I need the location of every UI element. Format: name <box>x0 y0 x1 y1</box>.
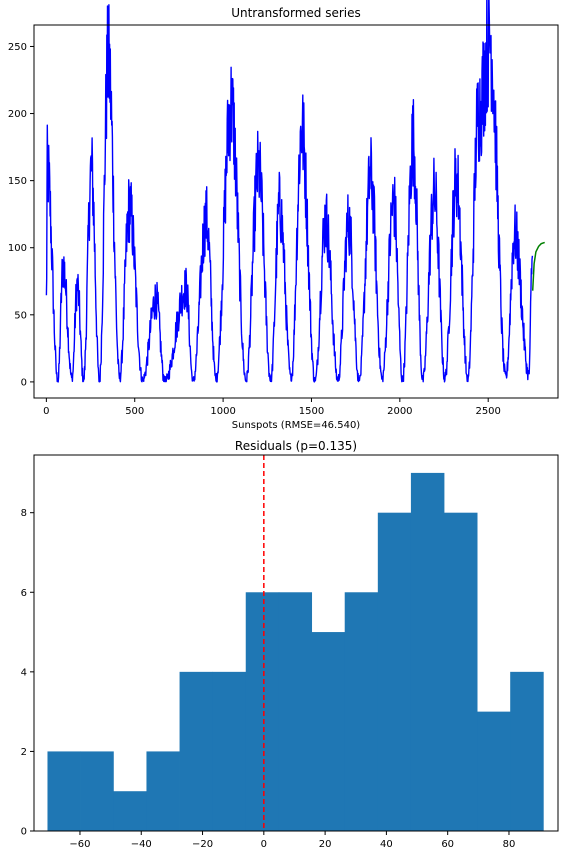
line-chart-frame <box>33 24 559 399</box>
y-tick-label: 100 <box>8 243 27 254</box>
line-chart-x-ticks: 0 500 1000 1500 2000 2500 <box>43 398 501 417</box>
y-tick-label: 8 <box>21 508 27 519</box>
y-tick-label: 150 <box>8 176 27 187</box>
y-tick-label: 0 <box>21 377 27 388</box>
histogram-chart: Residuals (p=0.135) −60 −40 −20 0 20 40 60 80 0… <box>21 439 559 850</box>
line-chart-title: Untransformed series <box>231 6 361 20</box>
x-tick-label: 500 <box>125 406 144 417</box>
histogram-bar <box>245 592 280 831</box>
line-chart-y-ticks: 0 50 100 150 200 250 <box>8 42 34 388</box>
histogram-bar <box>278 592 313 831</box>
x-tick-label: −20 <box>192 839 213 850</box>
forecast-series-line <box>531 241 545 291</box>
histogram-bar <box>146 751 180 831</box>
histogram-y-ticks: 0 2 4 6 8 <box>21 508 34 838</box>
y-tick-label: 250 <box>8 42 27 53</box>
y-tick-label: 6 <box>21 588 27 599</box>
line-chart: Untransformed series 0 500 1000 1500 2000 250… <box>8 0 559 431</box>
line-chart-x-label: Sunspots (RMSE=46.540) <box>232 420 361 431</box>
y-tick-label: 0 <box>21 827 27 838</box>
line-chart-plot-area <box>45 0 545 383</box>
y-tick-label: 50 <box>14 310 27 321</box>
histogram-bar <box>212 671 247 831</box>
histogram-bar <box>344 592 379 831</box>
observed-series-line <box>45 0 534 383</box>
x-tick-label: 80 <box>503 839 516 850</box>
histogram-bar <box>47 751 81 831</box>
y-tick-label: 2 <box>21 747 27 758</box>
histogram-bar <box>80 751 114 831</box>
histogram-plot-area <box>47 455 544 831</box>
x-tick-label: 1500 <box>299 406 324 417</box>
x-tick-label: 1000 <box>210 406 235 417</box>
x-tick-label: 0 <box>43 406 49 417</box>
histogram-bar <box>510 671 544 831</box>
histogram-bar <box>444 512 478 831</box>
histogram-bar <box>311 632 346 831</box>
x-tick-label: 20 <box>319 839 332 850</box>
x-tick-label: −60 <box>69 839 90 850</box>
y-tick-label: 4 <box>21 667 27 678</box>
histogram-frame <box>33 454 559 832</box>
histogram-bar <box>179 671 214 831</box>
histogram-bar <box>477 711 511 831</box>
x-tick-label: 0 <box>261 839 267 850</box>
x-tick-label: 40 <box>380 839 393 850</box>
histogram-bar <box>113 791 147 831</box>
histogram-x-ticks: −60 −40 −20 0 20 40 60 80 <box>69 831 515 850</box>
y-tick-label: 200 <box>8 109 27 120</box>
histogram-title: Residuals (p=0.135) <box>235 439 357 453</box>
x-tick-label: 2500 <box>475 406 500 417</box>
histogram-bar <box>377 512 412 831</box>
x-tick-label: 60 <box>441 839 454 850</box>
x-tick-label: 2000 <box>387 406 412 417</box>
x-tick-label: −40 <box>131 839 152 850</box>
histogram-bar <box>410 472 445 831</box>
